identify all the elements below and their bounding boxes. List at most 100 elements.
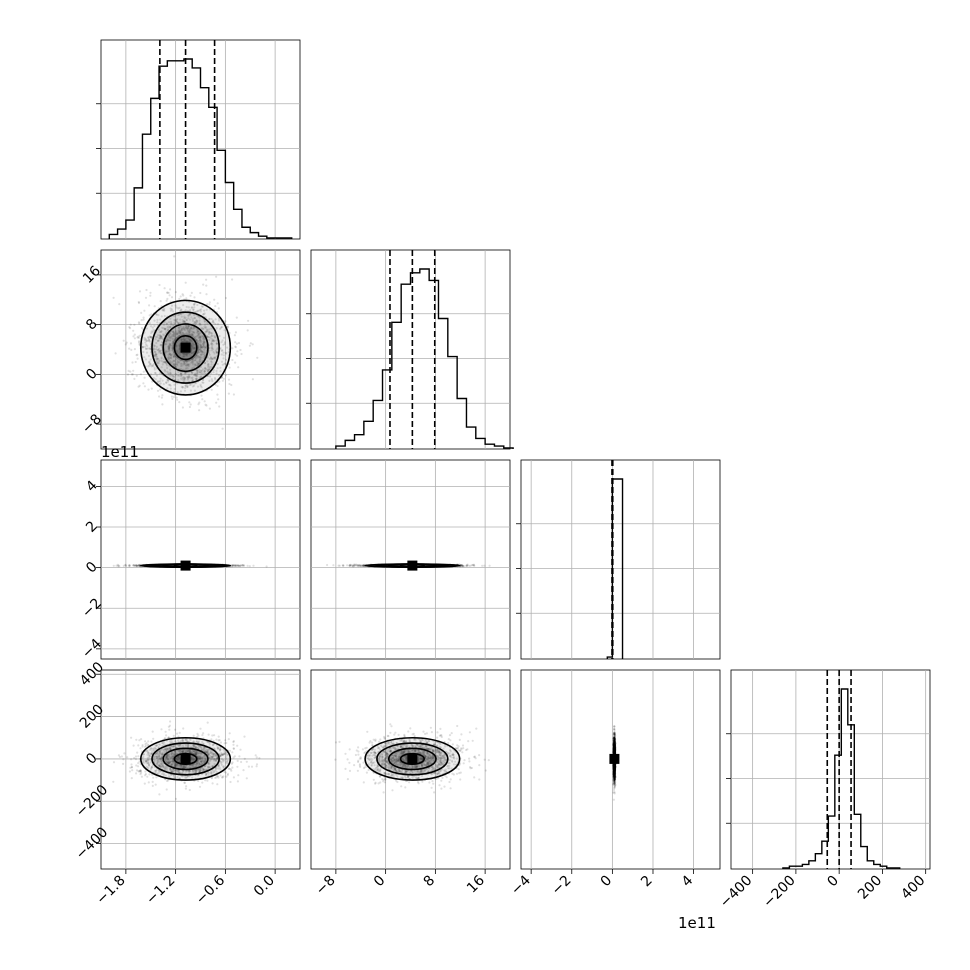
sample-point [200,308,203,311]
sample-point [199,308,202,311]
histogram-steps [335,268,514,449]
sample-point [196,330,199,333]
sample-point [173,332,176,335]
sample-point [230,383,233,387]
sample-point [246,329,249,332]
sample-point [224,374,227,377]
sample-point [208,379,211,382]
sample-point [234,346,237,349]
sample-point [158,395,161,398]
sample-point [214,305,217,308]
sample-point [201,351,204,354]
sample-point [165,361,168,365]
sample-point [199,349,202,352]
sample-point [168,335,171,338]
sample-point [189,389,192,392]
sample-point [196,354,199,357]
sample-point [360,564,363,567]
sample-point [208,357,211,361]
sample-point [177,330,180,333]
sample-point [190,339,193,342]
sample-point [192,343,195,346]
sample-point [165,340,168,343]
sample-point [158,334,162,337]
sample-point [180,338,183,341]
sample-point [137,340,141,343]
sample-point [207,352,210,355]
sample-point [192,308,195,311]
sample-point [135,565,139,568]
sample-point [199,345,202,348]
sample-point [144,347,148,350]
sample-point [182,338,185,341]
sample-point [163,309,166,312]
sample-point [169,339,172,342]
sample-point [145,762,148,765]
sample-point [188,331,191,334]
sample-point [222,357,225,360]
sample-point [176,350,180,353]
sample-point [167,291,170,294]
sample-point [138,334,141,337]
sample-point [177,322,180,325]
sample-point [186,364,189,367]
sample-point [178,329,181,332]
sample-point [157,351,160,354]
sample-point [215,342,218,345]
sample-point [155,752,158,755]
sample-point [191,340,194,343]
sample-point [182,336,185,339]
sample-point [197,332,200,335]
sample-point [220,349,223,352]
sample-point [135,354,138,357]
sample-point [164,328,167,331]
sample-point [197,333,200,336]
sample-point [135,564,138,567]
sample-point [221,349,224,352]
sample-point [201,381,204,384]
sample-point [342,564,345,567]
sample-point [155,355,159,358]
sample-point [195,310,198,313]
sample-point [194,346,197,349]
sample-point [175,318,178,321]
sample-point [156,339,159,343]
sample-point [142,318,145,321]
sample-point [178,331,181,334]
sample-point [180,362,183,365]
sample-point [155,348,158,351]
sample-point [130,373,133,376]
sample-point [358,563,361,567]
sample-point [153,368,156,371]
sample-point [158,336,162,340]
sample-point [227,351,230,354]
sample-point [200,350,203,353]
sample-point [223,749,226,752]
sample-point [180,372,183,375]
sample-point [198,335,202,338]
sample-point [160,315,163,318]
sample-point [351,565,354,568]
sample-point [193,321,196,324]
sample-point [168,336,171,339]
sample-point [193,331,196,334]
sample-point [150,332,153,335]
sample-point [167,347,170,350]
sample-point [461,564,464,568]
sample-point [204,367,207,370]
sample-point [185,319,188,322]
sample-point [133,564,137,568]
sample-point [128,326,131,329]
sample-point [212,350,215,354]
sample-point [185,362,188,365]
sample-point [231,564,235,567]
sample-point [157,360,160,363]
sample-point [176,398,179,401]
sample-point [355,564,358,567]
sample-point [168,755,171,758]
sample-point [218,380,221,383]
sample-point [169,368,172,371]
sample-point [152,377,155,380]
sample-point [233,564,236,567]
sample-point [182,354,185,357]
